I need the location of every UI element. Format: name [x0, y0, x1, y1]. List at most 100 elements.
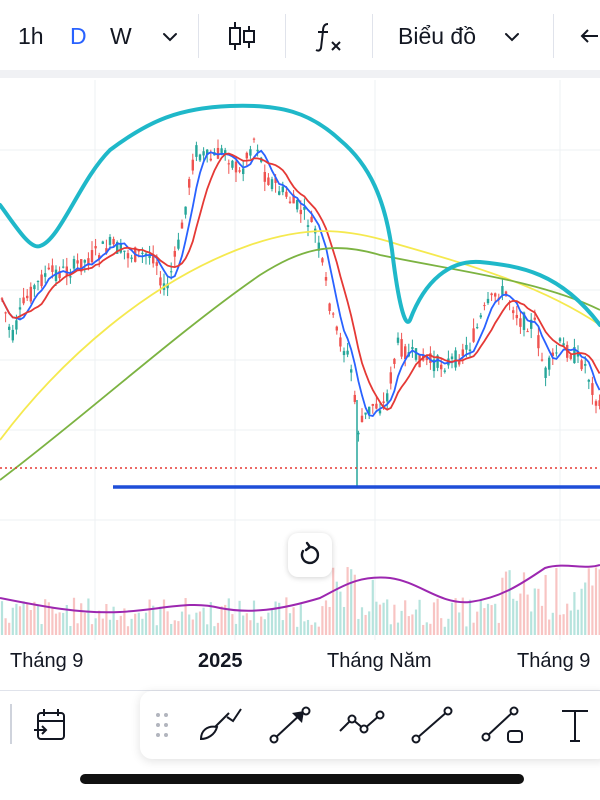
- volume-bar: [119, 615, 122, 635]
- volume-bar: [537, 588, 540, 635]
- interval-d[interactable]: D: [70, 23, 87, 49]
- candle-body: [83, 260, 86, 263]
- chevron-down-icon[interactable]: [160, 18, 180, 54]
- function-icon[interactable]: [312, 18, 346, 54]
- volume-bar: [245, 613, 248, 635]
- path-tool-icon[interactable]: [336, 705, 386, 750]
- volume-bar: [375, 601, 378, 635]
- candle-body: [54, 269, 58, 281]
- arrow-left-icon[interactable]: [578, 18, 600, 54]
- candle-body: [411, 347, 414, 350]
- candle-body: [465, 344, 468, 350]
- volume-bar: [4, 618, 7, 635]
- candle-body: [0, 298, 4, 300]
- candle-body: [569, 355, 572, 359]
- candle-body: [209, 158, 212, 161]
- volume-bar: [83, 612, 86, 635]
- interval-w[interactable]: W: [110, 23, 132, 49]
- volume-bar: [62, 612, 65, 635]
- volume-bar: [152, 605, 155, 635]
- volume-bar: [227, 598, 230, 635]
- candle-body: [288, 201, 292, 203]
- volume-bar: [137, 612, 140, 635]
- candle-body: [220, 148, 223, 153]
- volume-bar: [252, 600, 256, 635]
- brush-icon[interactable]: [195, 705, 245, 750]
- chart-type-button[interactable]: Biểu đồ: [398, 23, 477, 49]
- candle-body: [252, 138, 256, 140]
- drag-handle-icon[interactable]: [154, 711, 170, 744]
- volume-bar: [33, 601, 36, 635]
- candle-body: [234, 161, 238, 173]
- candlesticks: [0, 137, 600, 487]
- volume-bar: [353, 574, 356, 635]
- volume-bar: [162, 599, 166, 635]
- volume-bar: [80, 603, 83, 635]
- chevron-down-icon[interactable]: [502, 18, 522, 54]
- candle-body: [432, 359, 436, 372]
- calendar-icon[interactable]: [32, 706, 70, 749]
- volume-bar: [357, 618, 360, 635]
- candle-body: [80, 259, 83, 272]
- volume-bar: [40, 624, 43, 635]
- candle-body: [198, 154, 202, 161]
- volume-bar: [328, 606, 331, 635]
- volume-bar: [209, 602, 212, 635]
- candle-body: [368, 406, 371, 415]
- volume-bar: [234, 623, 238, 635]
- arrow-tool-icon[interactable]: [268, 705, 312, 750]
- volume-bar: [98, 610, 101, 635]
- volume-bar: [72, 597, 76, 635]
- volume-bar: [155, 625, 158, 635]
- volume-bar: [256, 622, 259, 635]
- volume-bar: [116, 619, 119, 635]
- candle-body: [461, 349, 464, 356]
- volume-bar: [213, 626, 216, 635]
- volume-bar: [94, 618, 97, 635]
- volume-bar: [54, 613, 58, 635]
- candlestick-icon[interactable]: [226, 18, 258, 54]
- candle-body: [58, 270, 61, 279]
- candle-body: [591, 383, 594, 395]
- volume-bar: [224, 604, 227, 635]
- toolbar-divider: [372, 14, 373, 58]
- reset-chart-button[interactable]: [288, 533, 332, 577]
- price-chart[interactable]: [0, 70, 600, 690]
- candle-body: [558, 338, 562, 342]
- volume-bar: [414, 609, 418, 635]
- volume-bar: [566, 603, 569, 635]
- volume-bar: [47, 602, 50, 635]
- volume-bar: [396, 622, 400, 635]
- candle-body: [378, 410, 382, 414]
- ray-tool-icon[interactable]: [480, 705, 530, 750]
- volume-bar: [198, 611, 202, 635]
- candle-body: [530, 319, 533, 329]
- candle-body: [454, 350, 457, 368]
- candle-body: [350, 369, 353, 373]
- candle-body: [332, 313, 335, 315]
- volume-bar: [371, 579, 374, 635]
- volume-bar: [479, 600, 482, 635]
- candle-body: [443, 370, 446, 372]
- volume-bar: [411, 614, 414, 635]
- divider: [10, 704, 12, 744]
- volume-bar: [242, 615, 245, 635]
- volume-bar: [461, 597, 464, 635]
- interval-1h[interactable]: 1h: [18, 23, 44, 49]
- candle-body: [191, 159, 194, 171]
- volume-bar: [263, 619, 266, 635]
- volume-bar: [339, 591, 342, 635]
- volume-bar: [407, 616, 410, 635]
- volume-bar: [220, 606, 223, 635]
- volume-bar: [584, 582, 587, 635]
- candle-body: [587, 379, 590, 382]
- text-tool-icon[interactable]: [558, 705, 594, 750]
- candle-body: [472, 328, 475, 342]
- candle-body: [580, 360, 583, 370]
- candle-body: [483, 305, 486, 307]
- volume-bar: [598, 569, 600, 635]
- candle-body: [216, 147, 220, 159]
- trend-line-icon[interactable]: [410, 705, 454, 750]
- candle-body: [306, 225, 310, 227]
- candle-body: [195, 145, 198, 157]
